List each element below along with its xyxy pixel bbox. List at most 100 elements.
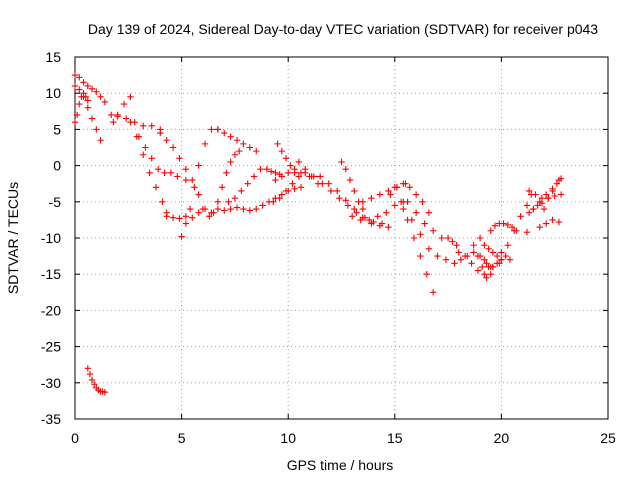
data-point xyxy=(557,191,565,198)
data-point xyxy=(240,140,247,148)
data-point xyxy=(461,252,469,260)
data-point xyxy=(491,222,499,229)
data-point xyxy=(429,227,437,234)
data-point xyxy=(325,180,332,187)
data-point xyxy=(122,115,130,122)
data-point xyxy=(508,223,516,231)
data-point xyxy=(82,93,89,101)
data-point xyxy=(101,98,109,106)
data-point xyxy=(148,155,155,162)
axis-ticks xyxy=(74,56,609,420)
x-tick-label: 5 xyxy=(178,430,186,446)
data-point xyxy=(359,205,367,213)
data-point xyxy=(542,191,550,198)
data-point xyxy=(366,216,373,224)
data-point xyxy=(549,216,556,224)
data-point xyxy=(208,209,215,216)
data-point xyxy=(76,86,83,93)
data-point xyxy=(227,158,234,166)
data-points xyxy=(71,71,565,396)
data-point xyxy=(523,229,531,236)
data-point xyxy=(453,242,460,249)
data-point xyxy=(152,184,160,191)
data-point xyxy=(282,155,290,162)
data-point xyxy=(88,376,96,384)
y-axis-label: SDTVAR / TECUs xyxy=(5,182,21,294)
data-point xyxy=(93,126,100,133)
data-point xyxy=(287,162,294,169)
data-point xyxy=(84,97,91,104)
x-tick-label: 20 xyxy=(494,430,510,446)
data-point xyxy=(169,144,177,151)
data-point xyxy=(163,213,170,220)
data-point xyxy=(400,180,407,187)
data-point xyxy=(161,169,168,177)
data-point xyxy=(227,205,234,213)
data-point xyxy=(135,133,143,140)
data-point xyxy=(489,263,497,271)
data-point xyxy=(368,220,375,227)
data-point xyxy=(419,198,426,205)
data-point xyxy=(487,227,494,234)
data-point xyxy=(259,202,266,209)
data-point xyxy=(195,209,202,216)
data-point xyxy=(174,173,181,180)
data-point xyxy=(504,242,511,249)
data-point xyxy=(182,176,190,184)
data-point xyxy=(476,234,484,242)
data-point xyxy=(272,176,279,184)
data-point xyxy=(410,234,418,242)
data-point xyxy=(157,129,164,137)
data-point xyxy=(542,220,550,227)
data-point xyxy=(368,194,375,202)
data-point xyxy=(474,267,482,274)
data-point xyxy=(481,271,488,278)
data-point xyxy=(76,74,83,81)
data-point xyxy=(110,118,117,126)
data-point xyxy=(400,205,407,213)
data-point xyxy=(557,175,565,182)
data-point xyxy=(485,245,492,253)
data-point xyxy=(545,194,552,202)
data-point xyxy=(481,256,488,263)
data-point xyxy=(159,198,166,205)
data-point xyxy=(291,169,298,177)
data-point xyxy=(342,166,349,173)
data-point xyxy=(186,205,194,213)
data-point xyxy=(438,234,445,242)
data-point xyxy=(449,238,456,245)
data-point xyxy=(425,209,433,216)
data-point xyxy=(470,249,477,256)
data-point xyxy=(84,82,91,90)
data-point xyxy=(176,155,183,162)
data-point xyxy=(253,147,260,155)
data-point xyxy=(434,252,441,260)
data-point xyxy=(84,365,91,372)
y-tick-label: -10 xyxy=(41,230,61,246)
data-point xyxy=(148,122,155,129)
data-point xyxy=(444,234,452,242)
data-point xyxy=(246,144,254,151)
data-point xyxy=(231,194,239,202)
data-point xyxy=(206,213,213,220)
data-point xyxy=(195,191,202,198)
data-point xyxy=(80,79,87,86)
data-point xyxy=(140,151,147,158)
data-point xyxy=(167,169,175,177)
data-point xyxy=(489,249,497,256)
data-point xyxy=(348,213,356,220)
data-point xyxy=(246,207,254,214)
data-point xyxy=(101,389,109,396)
data-point xyxy=(555,218,563,226)
data-point xyxy=(289,180,296,187)
data-point xyxy=(457,256,465,263)
data-point xyxy=(425,245,433,253)
x-tick-label: 0 xyxy=(71,430,79,446)
data-point xyxy=(235,147,243,155)
y-tick-label: -35 xyxy=(41,411,61,427)
data-point xyxy=(385,187,392,195)
data-point xyxy=(534,202,541,209)
data-point xyxy=(487,271,494,278)
data-point xyxy=(532,191,539,198)
